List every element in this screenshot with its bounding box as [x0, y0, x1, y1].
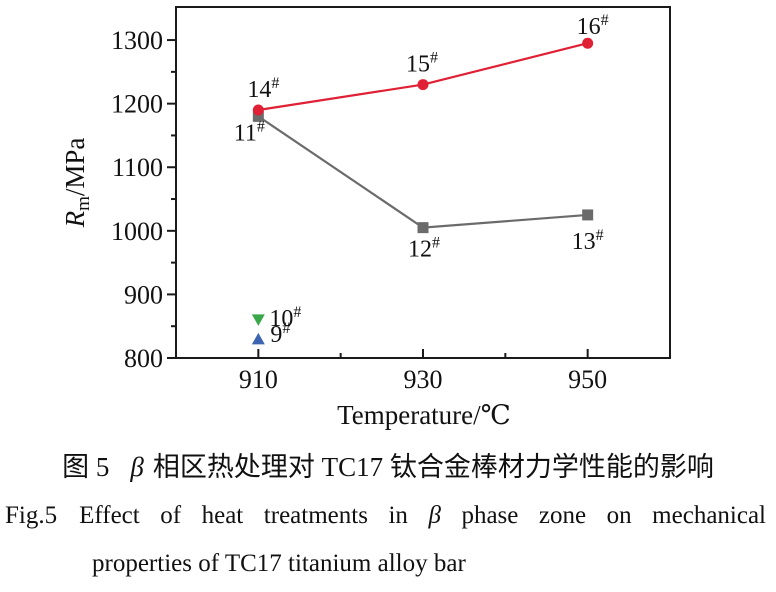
caption-english-line2: properties of TC17 titanium alloy bar — [92, 550, 466, 577]
point-label-12: 12# — [408, 235, 440, 263]
y-tick-label: 900 — [124, 280, 163, 309]
y-tick-label: 1100 — [112, 153, 163, 182]
point-13 — [582, 209, 594, 221]
y-axis-title: Rm/MPa — [60, 138, 94, 229]
point-10 — [251, 314, 265, 326]
caption-zh-beta-symbol: β — [130, 452, 144, 482]
x-tick-label: 930 — [404, 365, 443, 394]
point-15 — [417, 79, 429, 91]
gray-square-series-line — [257, 115, 588, 229]
point-label-9: 9# — [270, 320, 290, 348]
x-axis-title: Temperature/℃ — [337, 400, 511, 430]
caption-english-line1: Fig.5 Effect of heat treatments in β phas… — [5, 500, 766, 531]
x-tick-label: 910 — [239, 365, 278, 394]
point-16 — [582, 37, 594, 49]
point-14 — [252, 104, 264, 116]
point-label-11: 11# — [234, 118, 265, 146]
point-9 — [251, 332, 265, 345]
point-11 — [252, 110, 264, 122]
line-chart: 800 900 1000 1100 1200 1300 910 930 950 Temperatu… — [60, 6, 671, 430]
y-tick-label: 1000 — [111, 217, 163, 246]
point-label-10: 10# — [269, 304, 301, 332]
caption-en-beta-symbol: β — [428, 502, 441, 529]
caption-chinese: 图 5 β 相区热处理对 TC17 钛合金棒材力学性能的影响 — [0, 451, 776, 483]
caption-zh-fig-number: 图 5 — [62, 452, 110, 482]
point-label-14: 14# — [247, 75, 279, 103]
caption-en-part2: phase zone on mechanical — [461, 502, 766, 529]
point-label-16: 16# — [577, 12, 609, 40]
y-tick-label: 1200 — [111, 90, 163, 119]
caption-en-part1: Effect of heat treatments in — [79, 502, 408, 529]
x-tick-label: 950 — [568, 365, 607, 394]
point-12 — [417, 222, 429, 234]
caption-en-fig-number: Fig.5 — [5, 502, 58, 529]
caption-zh-text: 相区热处理对 TC17 钛合金棒材力学性能的影响 — [152, 452, 714, 482]
y-tick-label: 1300 — [111, 26, 163, 55]
point-label-15: 15# — [406, 50, 438, 78]
y-tick-label: 800 — [124, 344, 163, 373]
point-label-13: 13# — [572, 227, 604, 255]
